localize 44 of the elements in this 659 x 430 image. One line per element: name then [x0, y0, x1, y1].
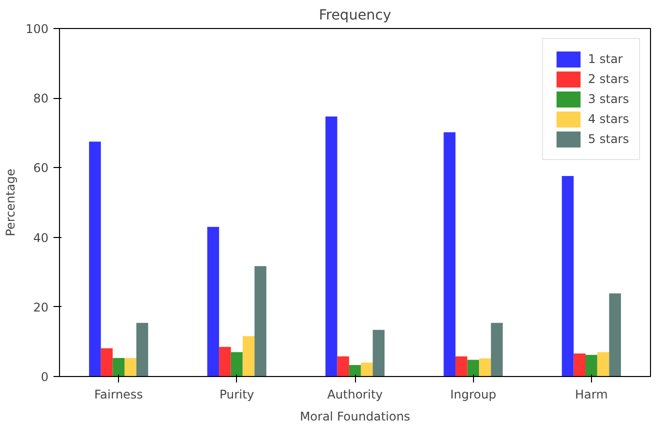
legend-label: 1 star — [588, 52, 623, 66]
bar — [207, 226, 220, 376]
bar — [574, 354, 586, 376]
bar — [124, 358, 136, 376]
bar — [242, 336, 255, 376]
bar — [372, 330, 385, 376]
x-axis-title: Moral Foundations — [300, 410, 410, 424]
bar — [455, 356, 468, 376]
bar — [89, 142, 101, 376]
legend-label: 2 stars — [588, 72, 629, 86]
bar — [479, 358, 491, 376]
y-tick-label: 100 — [26, 22, 48, 36]
bar — [254, 266, 266, 376]
bar — [230, 352, 243, 376]
x-tick-label: Ingroup — [450, 388, 496, 402]
y-axis-title: Percentage — [4, 168, 18, 236]
y-tick-label: 80 — [33, 92, 49, 106]
legend-label: 3 stars — [588, 92, 629, 106]
y-tick-label: 40 — [33, 230, 49, 245]
chart-title: Frequency — [318, 8, 392, 24]
bar — [467, 360, 480, 376]
legend-label: 5 stars — [588, 132, 629, 146]
bar — [325, 116, 338, 376]
x-tick-label: Authority — [327, 388, 383, 402]
bar — [597, 352, 610, 376]
bar — [444, 132, 456, 376]
bar — [349, 365, 361, 376]
x-tick-label: Fairness — [94, 388, 143, 402]
bar — [100, 348, 113, 376]
bar — [360, 362, 373, 376]
y-tick-label: 20 — [33, 300, 49, 314]
bar — [490, 322, 503, 376]
bar — [585, 354, 598, 376]
bar — [136, 322, 148, 376]
bar — [112, 358, 125, 376]
bar — [219, 346, 231, 376]
y-tick-label: 60 — [33, 161, 49, 176]
x-tick-label: Purity — [219, 388, 254, 402]
bar — [337, 356, 350, 376]
x-tick-label: Harm — [575, 388, 608, 402]
bar — [562, 176, 574, 376]
y-tick-label: 0 — [40, 370, 49, 384]
legend-label: 4 stars — [588, 112, 629, 126]
bar — [609, 293, 621, 376]
